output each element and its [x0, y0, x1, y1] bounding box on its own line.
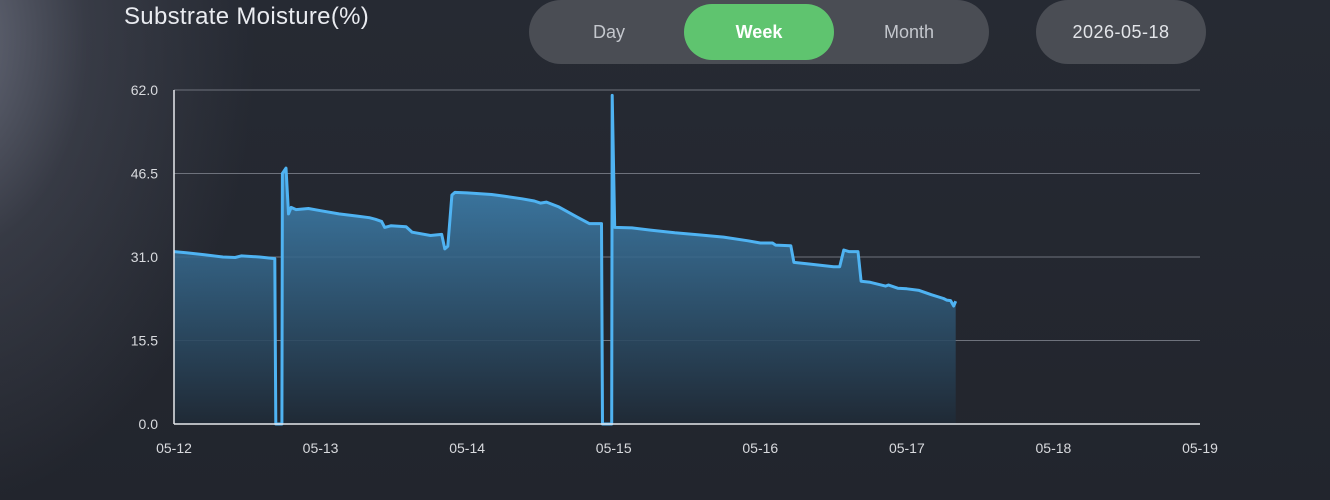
range-month-button[interactable]: Month — [883, 21, 935, 42]
date-picker-button[interactable]: 2026-05-18 — [1036, 0, 1206, 64]
chart-axes — [173, 90, 1200, 425]
x-tick-label-05-17: 05-17 — [889, 440, 925, 456]
x-tick-label-05-14: 05-14 — [449, 440, 485, 456]
moisture-line — [173, 93, 958, 426]
y-tick-label-62.0: 62.0 — [131, 82, 158, 98]
x-tick-label-05-15: 05-15 — [596, 440, 632, 456]
moisture-area-fill — [174, 95, 956, 425]
range-day-button[interactable]: Day — [592, 21, 625, 42]
y-tick-label-0.0: 0.0 — [139, 416, 159, 432]
chart-series — [173, 93, 958, 426]
x-tick-label-05-13: 05-13 — [303, 440, 339, 456]
page-title: Substrate Moisture(%) — [124, 3, 370, 30]
chart-tick-labels: 0.0 15.5 31.0 46.5 62.0 05-12 05-13 05-14 05-15 0… — [131, 82, 1218, 456]
y-tick-label-46.5: 46.5 — [131, 166, 158, 182]
x-tick-label-05-16: 05-16 — [742, 440, 778, 456]
x-tick-label-05-19: 05-19 — [1182, 440, 1218, 456]
x-tick-label-05-18: 05-18 — [1036, 440, 1072, 456]
x-tick-label-05-12: 05-12 — [156, 440, 192, 456]
range-week-button[interactable]: Week — [684, 4, 834, 60]
y-tick-label-31.0: 31.0 — [131, 249, 158, 265]
y-tick-label-15.5: 15.5 — [131, 333, 158, 349]
range-switch: Day Week Month — [529, 0, 989, 64]
